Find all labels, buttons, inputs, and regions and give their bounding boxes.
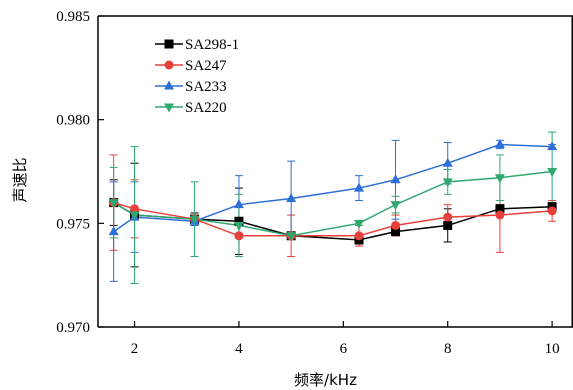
axes: 2 4 6 8 10 0.970 0.975 0.980 0.985: [56, 9, 573, 357]
sa233-point: [286, 192, 297, 202]
legend-marker-sa220: [164, 103, 174, 113]
sa220-point: [129, 211, 140, 221]
sa298-1-point: [391, 227, 401, 237]
sa247-point: [547, 206, 557, 216]
sa233-point: [442, 157, 453, 167]
error-bars: [109, 131, 557, 284]
x-tick-label: 8: [444, 341, 452, 357]
legend-entry-sa233: SA233: [155, 79, 227, 95]
legend-entry-sa247: SA247: [155, 58, 227, 74]
sa298-1-point: [443, 220, 453, 230]
sa220-point: [108, 199, 119, 209]
legend-marker-sa247: [164, 60, 174, 70]
sa233-line: [113, 143, 553, 233]
y-tick-label: 0.985: [56, 9, 90, 25]
sa247-point: [443, 212, 453, 222]
sa233-point: [353, 182, 364, 192]
legend-label-sa233: SA233: [185, 79, 227, 95]
sa220-point: [547, 168, 558, 177]
x-tick-label: 10: [545, 341, 560, 357]
sa247-point: [495, 210, 505, 220]
sa247-point: [391, 220, 401, 230]
legend-marker-sa298-1: [164, 39, 174, 49]
sa298-1-line: [113, 201, 553, 241]
sa233-point: [547, 141, 558, 151]
data-markers: [108, 139, 558, 245]
sa220-point: [189, 215, 200, 225]
sa233-point: [108, 226, 119, 236]
sa247-point: [130, 204, 140, 214]
x-tick-label: 6: [340, 341, 348, 357]
y-tick-label: 0.970: [56, 320, 90, 336]
sa247-point: [354, 231, 364, 241]
x-tick-label: 2: [131, 341, 139, 357]
sa233-point: [390, 174, 401, 184]
sa220-point: [286, 232, 297, 242]
legend: SA298-1 SA247 SA233 SA220: [155, 37, 239, 116]
legend-marker-sa233: [164, 80, 174, 90]
sa220-line: [113, 170, 553, 237]
x-tick-label: 4: [235, 341, 243, 357]
x-axis-title: 频率/kHz: [294, 371, 357, 389]
legend-label-sa220: SA220: [185, 100, 227, 116]
legend-entry-sa298-1: SA298-1: [155, 37, 239, 53]
sa220-point: [494, 174, 505, 184]
sa220-point: [353, 219, 364, 229]
y-tick-label: 0.980: [56, 113, 90, 129]
series-lines: [113, 143, 553, 241]
sa233-point: [233, 199, 244, 209]
sa233-point: [494, 139, 505, 149]
legend-label-sa247: SA247: [185, 58, 227, 74]
sa298-1-point: [234, 216, 244, 226]
legend-label-sa298-1: SA298-1: [185, 37, 239, 53]
sa220-point: [390, 201, 401, 211]
legend-entry-sa220: SA220: [155, 100, 227, 116]
y-axis-title: 声速比: [11, 157, 29, 202]
sa220-point: [233, 221, 244, 231]
sa298-1-point: [495, 204, 505, 214]
sa220-point: [442, 178, 453, 188]
y-tick-label: 0.975: [56, 216, 90, 232]
sa247-line: [113, 201, 553, 237]
sa247-point: [234, 231, 244, 241]
